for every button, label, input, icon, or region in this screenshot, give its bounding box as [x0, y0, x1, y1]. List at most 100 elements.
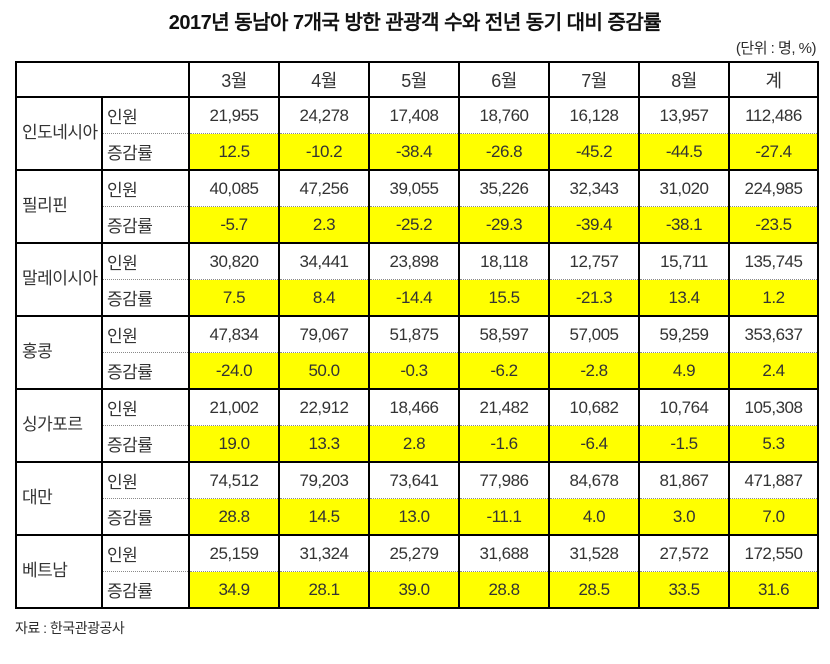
- visitors-value-1-6: 224,985: [728, 169, 819, 207]
- change-value-5-5: 3.0: [638, 498, 730, 536]
- visitors-value-2-3: 18,118: [458, 242, 550, 280]
- visitors-value-1-0: 40,085: [188, 169, 280, 207]
- visitors-value-5-4: 84,678: [548, 461, 640, 499]
- unit-note: (단위 : 명, %): [735, 40, 817, 57]
- visitors-value-2-1: 34,441: [278, 242, 370, 280]
- visitors-value-0-5: 13,957: [638, 96, 730, 134]
- visitors-value-3-1: 79,067: [278, 315, 370, 353]
- change-value-3-4: -2.8: [548, 352, 640, 390]
- change-value-0-6: -27.4: [728, 133, 819, 171]
- visitors-value-1-3: 35,226: [458, 169, 550, 207]
- visitors-value-6-0: 25,159: [188, 534, 280, 572]
- change-rate-row: 증감률 -5.7 2.3 -25.2 -29.3 -39.4 -38.1 -23.5: [16, 206, 819, 244]
- change-value-6-3: 28.8: [458, 571, 550, 609]
- visitors-value-3-0: 47,834: [188, 315, 280, 353]
- change-rate-row: 증감률 12.5 -10.2 -38.4 -26.8 -45.2 -44.5 -27.4: [16, 133, 819, 171]
- visitors-value-6-3: 31,688: [458, 534, 550, 572]
- metric-label-visitors: 인원: [101, 315, 190, 353]
- change-value-1-6: -23.5: [728, 206, 819, 244]
- tourist-stats-table: 3월 4월 5월 6월 7월 8월 계 인도네시아 인원 21,955 24,278 17,408 1…: [15, 61, 819, 609]
- change-value-2-5: 13.4: [638, 279, 730, 317]
- change-value-4-2: 2.8: [368, 425, 460, 463]
- visitors-value-3-3: 58,597: [458, 315, 550, 353]
- visitors-value-1-1: 47,256: [278, 169, 370, 207]
- visitors-value-0-2: 17,408: [368, 96, 460, 134]
- metric-label-change: 증감률: [101, 206, 190, 244]
- page-title: 2017년 동남아 7개국 방한 관광객 수와 전년 동기 대비 증감률: [168, 12, 662, 34]
- change-value-1-3: -29.3: [458, 206, 550, 244]
- visitors-value-4-1: 22,912: [278, 388, 370, 426]
- visitors-value-3-4: 57,005: [548, 315, 640, 353]
- visitors-value-0-4: 16,128: [548, 96, 640, 134]
- corner-cell: [15, 61, 190, 98]
- metric-label-change: 증감률: [101, 279, 190, 317]
- visitors-value-6-4: 31,528: [548, 534, 640, 572]
- visitors-row: 대만 인원 74,512 79,203 73,641 77,986 84,678 81,867…: [15, 461, 819, 536]
- visitors-value-5-6: 471,887: [728, 461, 819, 499]
- change-value-6-2: 39.0: [368, 571, 460, 609]
- change-value-4-0: 19.0: [188, 425, 280, 463]
- change-rate-row: 증감률 28.8 14.5 13.0 -11.1 4.0 3.0 7.0: [16, 498, 819, 536]
- visitors-value-5-0: 74,512: [188, 461, 280, 499]
- change-value-3-0: -24.0: [188, 352, 280, 390]
- change-value-0-5: -44.5: [638, 133, 730, 171]
- visitors-value-2-6: 135,745: [728, 242, 819, 280]
- column-header-5: 8월: [638, 61, 730, 98]
- visitors-value-4-5: 10,764: [638, 388, 730, 426]
- change-value-6-6: 31.6: [728, 571, 819, 609]
- visitors-value-6-1: 31,324: [278, 534, 370, 572]
- country-cell-0: 인도네시아: [15, 96, 103, 171]
- change-value-3-1: 50.0: [278, 352, 370, 390]
- visitors-value-1-5: 31,020: [638, 169, 730, 207]
- change-value-3-2: -0.3: [368, 352, 460, 390]
- metric-label-visitors: 인원: [101, 169, 190, 207]
- metric-label-visitors: 인원: [101, 96, 190, 134]
- change-value-6-4: 28.5: [548, 571, 640, 609]
- change-value-0-4: -45.2: [548, 133, 640, 171]
- visitors-value-2-4: 12,757: [548, 242, 640, 280]
- change-rate-row: 증감률 19.0 13.3 2.8 -1.6 -6.4 -1.5 5.3: [16, 425, 819, 463]
- change-value-4-1: 13.3: [278, 425, 370, 463]
- metric-label-visitors: 인원: [101, 534, 190, 572]
- visitors-row: 필리핀 인원 40,085 47,256 39,055 35,226 32,343 31,02…: [15, 169, 819, 244]
- visitors-value-0-6: 112,486: [728, 96, 819, 134]
- change-value-2-3: 15.5: [458, 279, 550, 317]
- visitors-value-3-2: 51,875: [368, 315, 460, 353]
- visitors-value-4-3: 21,482: [458, 388, 550, 426]
- change-value-5-6: 7.0: [728, 498, 819, 536]
- country-cell-4: 싱가포르: [15, 388, 103, 463]
- change-value-0-0: 12.5: [188, 133, 280, 171]
- change-value-1-2: -25.2: [368, 206, 460, 244]
- country-cell-5: 대만: [15, 461, 103, 536]
- change-value-5-0: 28.8: [188, 498, 280, 536]
- change-value-6-1: 28.1: [278, 571, 370, 609]
- change-value-5-2: 13.0: [368, 498, 460, 536]
- country-cell-1: 필리핀: [15, 169, 103, 244]
- source-note: 자료 : 한국관광공사: [15, 620, 125, 636]
- column-header-4: 7월: [548, 61, 640, 98]
- change-rate-row: 증감률 7.5 8.4 -14.4 15.5 -21.3 13.4 1.2: [16, 279, 819, 317]
- visitors-value-2-2: 23,898: [368, 242, 460, 280]
- visitors-value-3-6: 353,637: [728, 315, 819, 353]
- country-cell-6: 베트남: [15, 534, 103, 609]
- visitors-row: 베트남 인원 25,159 31,324 25,279 31,688 31,528 27,57…: [15, 534, 819, 609]
- visitors-value-3-5: 59,259: [638, 315, 730, 353]
- change-value-0-2: -38.4: [368, 133, 460, 171]
- visitors-value-2-0: 30,820: [188, 242, 280, 280]
- metric-label-change: 증감률: [101, 352, 190, 390]
- visitors-value-1-2: 39,055: [368, 169, 460, 207]
- country-cell-2: 말레이시아: [15, 242, 103, 317]
- change-value-6-0: 34.9: [188, 571, 280, 609]
- column-header-0: 3월: [188, 61, 280, 98]
- metric-label-visitors: 인원: [101, 388, 190, 426]
- change-value-1-1: 2.3: [278, 206, 370, 244]
- change-value-6-5: 33.5: [638, 571, 730, 609]
- visitors-value-4-0: 21,002: [188, 388, 280, 426]
- visitors-value-0-0: 21,955: [188, 96, 280, 134]
- change-value-4-4: -6.4: [548, 425, 640, 463]
- visitors-row: 인도네시아 인원 21,955 24,278 17,408 18,760 16,128 13,…: [15, 96, 819, 171]
- change-value-3-5: 4.9: [638, 352, 730, 390]
- metric-label-change: 증감률: [101, 133, 190, 171]
- visitors-value-4-6: 105,308: [728, 388, 819, 426]
- change-value-5-4: 4.0: [548, 498, 640, 536]
